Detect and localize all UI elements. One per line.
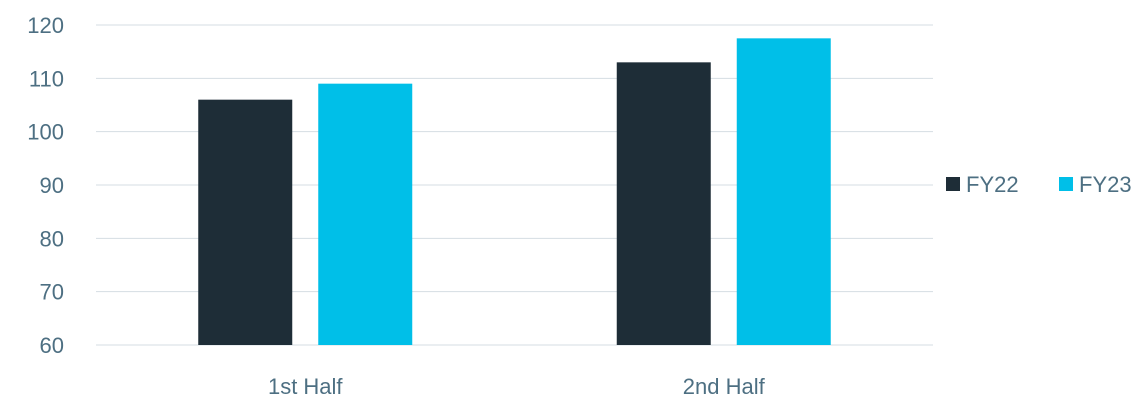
x-category-label: 1st Half <box>268 374 343 397</box>
legend: FY22 FY23 <box>946 172 1132 197</box>
y-tick-label: 90 <box>40 173 64 198</box>
bar-fy23-1 <box>318 83 413 346</box>
bar-fy22-1 <box>198 99 293 346</box>
y-tick-label: 80 <box>40 226 64 251</box>
y-tick-label: 70 <box>40 280 64 305</box>
y-tick-label: 100 <box>27 120 64 145</box>
y-tick-label: 110 <box>29 66 64 91</box>
legend-label-fy22: FY22 <box>966 172 1019 197</box>
legend-label-fy23: FY23 <box>1079 172 1132 197</box>
legend-swatch-fy22 <box>946 177 960 191</box>
y-axis: 60 70 80 90 100 110 120 <box>27 13 64 358</box>
y-tick-label: 120 <box>27 13 64 38</box>
y-tick-label: 60 <box>40 333 64 358</box>
bar-fy23-2 <box>736 38 831 345</box>
bars <box>198 38 831 346</box>
legend-swatch-fy23 <box>1059 177 1073 191</box>
bar-fy22-2 <box>616 62 711 345</box>
x-category-label: 2nd Half <box>683 374 766 397</box>
x-axis: 1st Half 2nd Half <box>268 374 766 397</box>
